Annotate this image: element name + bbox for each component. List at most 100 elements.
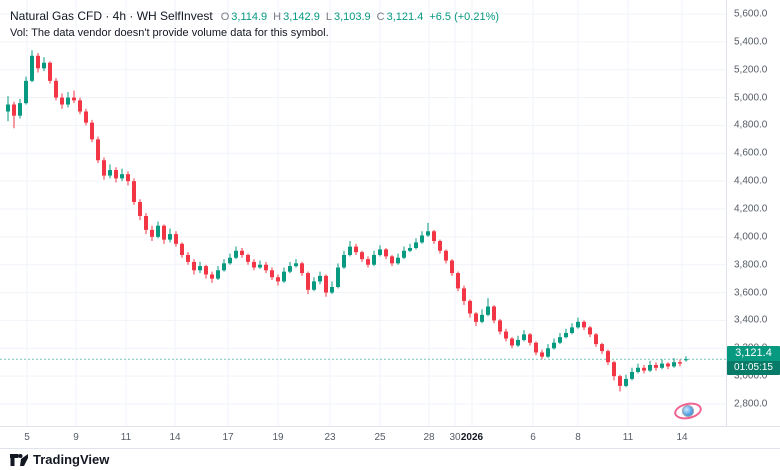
candle-body (450, 260, 454, 274)
open-value: 3,114.9 (231, 11, 268, 23)
price-axis-label: 3,000.0 (734, 370, 768, 382)
time-axis-label: 11 (622, 432, 634, 443)
candle-body (6, 104, 10, 112)
candlestick-plot[interactable] (0, 0, 726, 426)
low-label: L (325, 11, 332, 23)
candle-body (480, 314, 484, 322)
candle-body (342, 254, 346, 268)
candle-body (168, 234, 172, 240)
candle-body (96, 139, 100, 161)
candle-body (396, 257, 400, 264)
time-axis-label: 25 (374, 432, 386, 443)
time-axis-label: 6 (530, 432, 536, 443)
candle-body (132, 181, 136, 203)
time-axis-label: 23 (324, 432, 336, 443)
candle-body (246, 254, 250, 262)
candle-body (318, 275, 322, 282)
candle-body (330, 287, 334, 293)
close-label: C (376, 11, 385, 23)
candle-body (576, 321, 580, 328)
candle-body (612, 362, 616, 377)
candle-body (186, 254, 190, 262)
price-axis-label: 4,600.0 (734, 147, 768, 159)
candle-body (288, 266, 292, 272)
candle-body (306, 273, 310, 290)
candle-body (108, 170, 112, 176)
candle-body (78, 100, 82, 112)
candle-body (42, 62, 46, 69)
candle-body (282, 271, 286, 282)
candle-body (528, 334, 532, 343)
tradingview-logo-text[interactable]: TradingView (33, 452, 110, 467)
candle-body (654, 365, 658, 368)
candle-body (402, 250, 406, 258)
price-axis[interactable]: 5,600.0 5,400.0 5,200.0 5,000.0 4,800.0 4,600… (726, 0, 780, 426)
symbol-title[interactable]: Natural Gas CFD · 4h · WH SelfInvest (10, 9, 213, 23)
last-price-label: 3,121.4 01:05:15 (727, 346, 780, 376)
candle-body (300, 263, 304, 274)
time-axis-label: 14 (676, 432, 688, 443)
volume-notice: Vol: The data vendor doesn't provide vol… (10, 27, 329, 39)
time-axis-label: 30 (449, 432, 461, 443)
candle-body (414, 242, 418, 248)
candle-body (324, 275, 328, 293)
candle-body (420, 235, 424, 243)
candle-body (492, 306, 496, 321)
price-axis-label: 3,800.0 (734, 259, 768, 271)
price-axis-label: 3,400.0 (734, 314, 768, 326)
time-axis-label: 8 (575, 432, 581, 443)
close-value: 3,121.4 (386, 11, 424, 23)
candle-body (36, 55, 40, 69)
candle-body (348, 246, 352, 255)
time-axis-label: 5 (24, 432, 30, 443)
candle-body (126, 174, 130, 182)
candle-body (438, 241, 442, 251)
candle-body (66, 97, 70, 105)
candle-body (198, 266, 202, 271)
price-axis-label: 4,400.0 (734, 175, 768, 187)
open-label: O (220, 11, 230, 23)
candle-body (60, 97, 64, 105)
ohlc-readout: O 3,114.9 H 3,142.9 L 3,103.9 C 3,121.4 … (221, 11, 499, 23)
candle-body (678, 362, 682, 364)
price-axis-label: 5,600.0 (734, 8, 768, 20)
candle-body (354, 246, 358, 253)
candle-body (666, 363, 670, 367)
candle-body (144, 215, 148, 230)
candle-body (582, 321, 586, 328)
candle-body (234, 250, 238, 258)
candle-body (102, 160, 106, 176)
candle-body (258, 264, 262, 268)
candle-body (18, 103, 22, 116)
candle-body (564, 332, 568, 338)
time-axis[interactable]: 5 9 11 14 17 19 23 25 28 30 2026 6 8 11 14 (0, 426, 780, 448)
tradingview-logo-icon[interactable] (10, 453, 28, 467)
candle-body (378, 249, 382, 255)
candle-body (228, 257, 232, 264)
candle-body (222, 263, 226, 271)
candle-body (366, 259, 370, 265)
candle-body (360, 252, 364, 260)
time-axis-label: 28 (423, 432, 435, 443)
time-axis-label: 14 (169, 432, 181, 443)
candle-body (684, 359, 688, 361)
candle-body (312, 281, 316, 290)
candle-body (660, 363, 664, 368)
candle-body (204, 266, 208, 275)
price-axis-label: 2,800.0 (734, 398, 768, 410)
bar-countdown: 01:05:15 (727, 361, 780, 376)
candle-body (588, 327, 592, 335)
candle-body (174, 234, 178, 244)
candle-body (120, 174, 124, 179)
candle-body (384, 249, 388, 257)
annotation-sticker[interactable] (672, 400, 704, 422)
candle-body (24, 80, 28, 104)
low-value: 3,103.9 (333, 11, 371, 23)
price-axis-label: 5,400.0 (734, 36, 768, 48)
candle-body (630, 371, 634, 379)
high-label: H (273, 11, 282, 23)
candle-body (618, 376, 622, 386)
candle-body (240, 250, 244, 255)
change-value: +6.5 (+0.21%) (429, 11, 500, 23)
price-axis-label: 3,600.0 (734, 287, 768, 299)
